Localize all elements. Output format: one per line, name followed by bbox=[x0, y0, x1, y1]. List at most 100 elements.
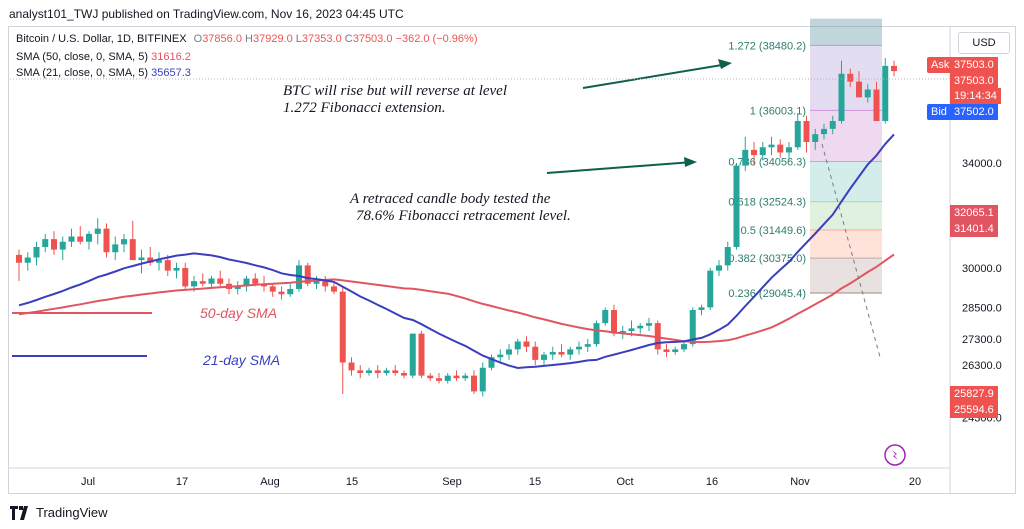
arrow-btc-head bbox=[718, 59, 732, 69]
candle bbox=[619, 325, 626, 339]
candles-layer bbox=[16, 58, 897, 397]
candle bbox=[462, 373, 469, 381]
bid-price: 37502.0 bbox=[950, 104, 998, 120]
fib-level-label: 0.786 (34056.3) bbox=[728, 157, 806, 169]
low-value: 37353.0 bbox=[301, 33, 342, 45]
candle bbox=[103, 223, 110, 258]
sma21-value: 35657.3 bbox=[151, 67, 191, 79]
candle bbox=[453, 370, 460, 381]
candle bbox=[269, 283, 276, 297]
candle bbox=[383, 367, 390, 376]
candle bbox=[593, 320, 600, 347]
candle bbox=[576, 341, 582, 355]
candle bbox=[891, 60, 897, 77]
fib-zone bbox=[810, 229, 882, 259]
x-tick-label: 20 bbox=[909, 476, 921, 488]
candle bbox=[786, 142, 792, 161]
top-bar: analyst101_TWJ published on TradingView.… bbox=[0, 0, 1024, 26]
candle bbox=[348, 357, 355, 376]
x-tick-label: Oct bbox=[616, 476, 633, 488]
sma-lower-tag: 31401.4 bbox=[950, 221, 998, 237]
chart-frame bbox=[8, 26, 1016, 494]
last-price: 37503.0 bbox=[950, 73, 998, 89]
candle bbox=[847, 68, 854, 87]
candle bbox=[138, 249, 145, 274]
sma-layer bbox=[18, 133, 895, 370]
candle bbox=[646, 317, 652, 331]
fib-level-label: 0.5 (31449.6) bbox=[741, 225, 806, 237]
open-value: 37856.0 bbox=[202, 33, 242, 45]
candle bbox=[479, 362, 486, 397]
candle bbox=[129, 220, 136, 261]
tradingview-logo[interactable]: TradingView bbox=[10, 505, 108, 520]
symbol-name: Bitcoin / U.S. Dollar, 1D, BITFINEX bbox=[16, 33, 187, 45]
candle bbox=[838, 60, 845, 124]
candle bbox=[42, 233, 49, 253]
fib-zone bbox=[810, 258, 882, 294]
candle bbox=[724, 241, 731, 271]
x-tick-label: 16 bbox=[706, 476, 718, 488]
publisher-line: analyst101_TWJ published on TradingView.… bbox=[9, 7, 404, 21]
low-tag-2: 25594.6 bbox=[950, 402, 998, 418]
low-tag-1: 25827.9 bbox=[950, 386, 998, 402]
sma50-label: 50-day SMA bbox=[200, 305, 278, 321]
annotation-retrace: A retraced candle body tested the 78.6% … bbox=[350, 191, 571, 224]
candle bbox=[751, 142, 757, 166]
fib-level-label: 0.382 (30375.0) bbox=[728, 253, 806, 265]
sma21-line bbox=[18, 133, 895, 370]
fib-zone bbox=[810, 110, 882, 162]
high-value: 37929.0 bbox=[252, 33, 293, 45]
fibonacci-layer: 1.272 (38480.2) 1 (36003.1) 0.786 (34056.3… bbox=[728, 18, 882, 300]
bar-countdown: 19:14:34 bbox=[950, 88, 1001, 104]
fib-level-label: 1.272 (38480.2) bbox=[728, 40, 806, 52]
candle bbox=[506, 344, 512, 360]
candle bbox=[821, 123, 827, 140]
candle bbox=[33, 241, 40, 266]
candle bbox=[208, 275, 215, 289]
candle bbox=[742, 136, 749, 171]
legend-sma50: SMA (50, close, 0, SMA, 5) 31616.2 bbox=[16, 51, 191, 63]
change-value: −362.0 (−0.96%) bbox=[395, 33, 478, 45]
candle bbox=[68, 228, 75, 247]
fib-zone bbox=[810, 45, 882, 111]
currency-button[interactable]: USD bbox=[958, 32, 1010, 54]
candle bbox=[401, 370, 407, 379]
price-chart[interactable]: 1.272 (38480.2) 1 (36003.1) 0.786 (34056.3… bbox=[0, 0, 1024, 494]
candle bbox=[121, 233, 127, 253]
fib-level-label: 1 (36003.1) bbox=[750, 105, 806, 117]
ask-price: 37503.0 bbox=[950, 57, 998, 73]
candle bbox=[497, 349, 504, 363]
y-tick-label: 26300.0 bbox=[962, 360, 1002, 372]
legend-ohlc: Bitcoin / U.S. Dollar, 1D, BITFINEX O378… bbox=[16, 33, 478, 45]
x-tick-label: 17 bbox=[176, 476, 188, 488]
candle bbox=[864, 84, 871, 103]
candle bbox=[873, 81, 880, 121]
bid-label: Bid bbox=[927, 104, 951, 120]
annotation-lines bbox=[10, 59, 950, 358]
candle bbox=[672, 346, 679, 355]
fib-level-label: 0.618 (32524.3) bbox=[728, 197, 806, 209]
candle bbox=[418, 331, 425, 379]
x-tick-label: Sep bbox=[442, 476, 462, 488]
candle bbox=[768, 136, 775, 156]
candle bbox=[59, 236, 66, 261]
candle bbox=[567, 346, 574, 360]
candle bbox=[803, 115, 810, 153]
candle bbox=[199, 273, 206, 287]
candle bbox=[532, 341, 539, 366]
candle bbox=[77, 226, 84, 245]
fib-zone bbox=[810, 18, 882, 46]
candle bbox=[444, 373, 451, 384]
candle bbox=[217, 270, 224, 287]
y-tick-label: 28500.0 bbox=[962, 302, 1002, 314]
candle bbox=[681, 341, 687, 352]
candle bbox=[287, 283, 294, 297]
candle bbox=[716, 260, 722, 276]
candle bbox=[541, 352, 547, 366]
arrow-btc bbox=[582, 63, 729, 89]
y-tick-label: 34000.0 bbox=[962, 158, 1002, 170]
candle bbox=[304, 262, 311, 287]
x-tick-label: Jul bbox=[81, 476, 95, 488]
fib-level-label: 0.236 (29045.4) bbox=[728, 288, 806, 300]
fib-zone bbox=[810, 201, 882, 230]
